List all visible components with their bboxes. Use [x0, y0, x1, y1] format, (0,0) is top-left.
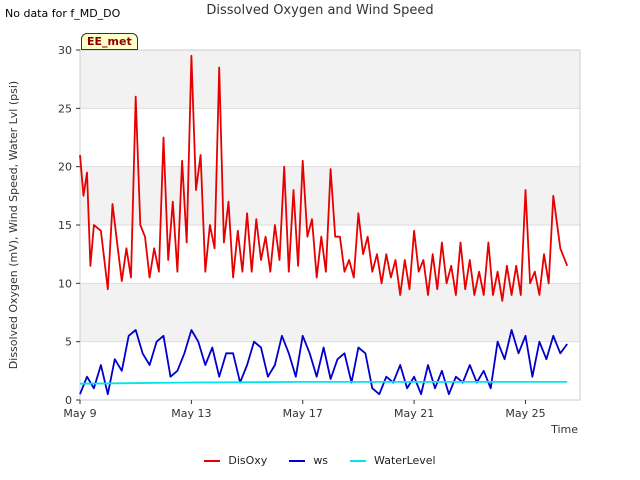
- series-lines: [79, 54, 569, 396]
- legend-item-ws: ws: [289, 454, 328, 467]
- x-tick-label: May 9: [63, 407, 96, 420]
- y-tick-label: 30: [58, 44, 72, 57]
- x-axis-label: Time: [550, 423, 578, 436]
- no-data-notice: No data for f_MD_DO: [5, 7, 121, 20]
- series-line-waterlevel: [79, 381, 568, 385]
- y-axis-ticks: 0 5 10 15 20 25 30: [58, 44, 80, 407]
- legend-label-disoxy: DisOxy: [228, 454, 268, 467]
- x-axis-ticks: May 9 May 13 May 17 May 21 May 25: [63, 400, 546, 420]
- y-tick-label: 20: [58, 161, 72, 174]
- series-line-ws: [79, 329, 568, 396]
- plot-band: [80, 341, 580, 400]
- legend-swatch-disoxy: [204, 459, 221, 462]
- y-tick-label: 10: [58, 277, 72, 290]
- x-tick-label: May 21: [394, 407, 434, 420]
- legend-swatch-waterlevel: [350, 459, 367, 462]
- x-tick-label: May 25: [505, 407, 545, 420]
- chart-title: Dissolved Oxygen and Wind Speed: [206, 3, 434, 18]
- plot-band: [80, 108, 580, 167]
- plot-band: [80, 50, 580, 109]
- y-tick-label: 15: [58, 219, 72, 232]
- legend-label-waterlevel: WaterLevel: [374, 454, 436, 467]
- legend-item-waterlevel: WaterLevel: [350, 454, 436, 467]
- y-tick-label: 25: [58, 102, 72, 115]
- legend-item-disoxy: DisOxy: [204, 454, 267, 467]
- legend-swatch-ws: [289, 459, 306, 462]
- site-badge: EE_met: [81, 33, 138, 50]
- y-tick-label: 0: [65, 394, 72, 407]
- x-tick-label: May 17: [283, 407, 323, 420]
- x-tick-label: May 13: [171, 407, 211, 420]
- legend: DisOxy ws WaterLevel: [0, 454, 640, 467]
- y-tick-label: 5: [65, 336, 72, 349]
- legend-label-ws: ws: [313, 454, 329, 467]
- series-line-disoxy: [79, 54, 569, 302]
- plot-band: [80, 283, 580, 342]
- y-axis-label: Dissolved Oxygen (mV), Wind Speed, Water…: [7, 81, 20, 369]
